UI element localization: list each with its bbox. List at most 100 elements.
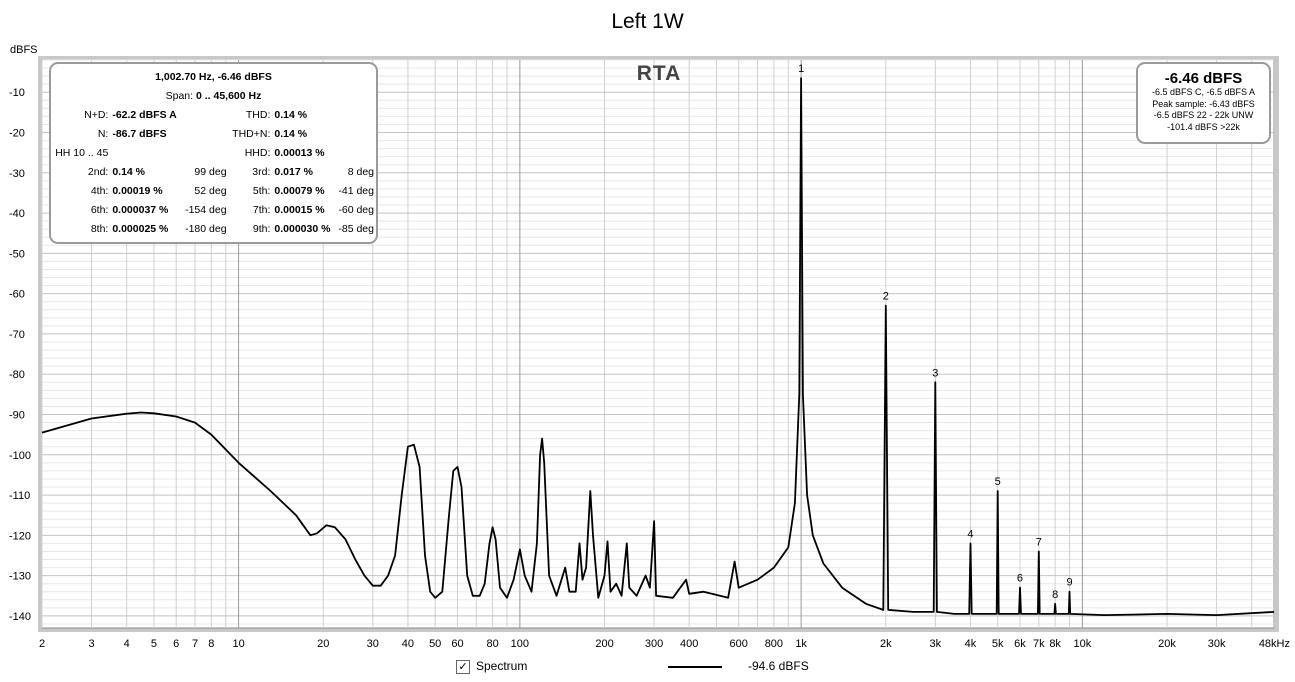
harmonic-label: 5th:	[252, 184, 271, 197]
harmonic-markers: 1 2 3 4 5 6 7 89	[798, 63, 1073, 601]
harmonic-marker-label: 7	[1036, 536, 1042, 548]
harmonic-value: 0.00013 %	[274, 146, 325, 159]
harmonics-info-box: 1,002.70 Hz, -6.46 dBFS Span: 0 .. 45,60…	[49, 62, 378, 244]
harmonics-header: 1,002.70 Hz, -6.46 dBFS	[155, 70, 272, 83]
harmonic-label: 2nd:	[87, 165, 109, 178]
y-tick-label: -140	[9, 611, 31, 623]
major-grid	[42, 60, 1274, 628]
x-tick-label: 48kHz	[1259, 638, 1290, 650]
x-tick-label: 20k	[1158, 638, 1176, 650]
legend-value: -94.6 dBFS	[748, 659, 809, 673]
x-tick-label: 30	[367, 638, 379, 650]
harmonic-phase: 8 deg	[347, 165, 374, 178]
x-tick-label: 80	[486, 638, 498, 650]
harmonic-marker-label: 9	[1066, 577, 1072, 589]
legend-line-swatch	[668, 666, 722, 668]
harmonic-value: 0.000037 %	[112, 203, 169, 216]
harmonic-label: 7th:	[252, 203, 271, 216]
harmonic-marker-label: 3	[932, 367, 938, 379]
harmonics-table: 1,002.70 Hz, -6.46 dBFS Span: 0 .. 45,60…	[51, 67, 376, 238]
y-tick-labels: -10 -20 -30 -40 -50 -60 -70 -80 -90 -100 -110 -120 -…	[9, 87, 31, 623]
harmonic-value: 0.00019 %	[112, 184, 163, 197]
harmonic-value: 0.000025 %	[112, 222, 169, 235]
y-tick-label: -110	[9, 490, 30, 502]
harmonic-phase: 99 deg	[194, 165, 227, 178]
harmonic-value: 0.14 %	[274, 108, 308, 121]
y-tick-label: -100	[9, 450, 31, 462]
x-tick-label: 20	[317, 638, 329, 650]
harmonics-row: 6th: 0.000037 % -154 deg 7th: 0.00015 % -60 d…	[51, 200, 376, 219]
harmonic-label: 8th:	[90, 222, 109, 235]
harmonic-value: 0.14 %	[274, 127, 308, 140]
spectrum-series-line	[41, 77, 1275, 616]
span-label: Span:	[165, 89, 196, 102]
x-tick-label: 8k	[1049, 638, 1061, 650]
x-tick-label: 300	[645, 638, 663, 650]
x-tick-label: 1k	[795, 638, 807, 650]
level-main-value: -6.46 dBFS	[1164, 70, 1243, 87]
harmonic-value: 0.00079 %	[274, 184, 325, 197]
harmonics-row: 4th: 0.00019 % 52 deg 5th: 0.00079 % -41 deg	[51, 181, 376, 200]
y-tick-label: -120	[9, 530, 31, 542]
y-tick-label: -50	[9, 248, 25, 260]
harmonic-value: 0.14 %	[112, 165, 146, 178]
harmonic-marker-label: 4	[967, 528, 973, 540]
y-tick-label: -40	[9, 208, 25, 220]
level-line: -6.5 dBFS 22 - 22k UNW	[1153, 110, 1254, 120]
x-tick-label: 400	[680, 638, 698, 650]
x-tick-label: 40	[402, 638, 414, 650]
x-tick-label: 10	[232, 638, 244, 650]
harmonic-value: 0.000030 %	[274, 222, 331, 235]
x-tick-label: 6k	[1014, 638, 1026, 650]
harmonic-phase: -154 deg	[185, 203, 227, 216]
y-tick-label: -70	[9, 329, 25, 341]
harmonic-label: HH 10 .. 45	[55, 146, 109, 159]
harmonic-marker-label: 8	[1052, 589, 1058, 601]
legend-label: Spectrum	[476, 659, 528, 673]
x-tick-label: 2	[39, 638, 45, 650]
x-tick-label: 600	[730, 638, 748, 650]
harmonic-value: 0.00015 %	[274, 203, 325, 216]
harmonic-value: -62.2 dBFS A	[112, 108, 177, 121]
x-tick-label: 6	[173, 638, 179, 650]
plot-frame-outer	[38, 56, 1279, 632]
y-tick-label: -20	[9, 128, 25, 140]
level-info-box: -6.46 dBFS -6.5 dBFS C, -6.5 dBFS A Peak…	[1136, 62, 1271, 144]
level-line: -101.4 dBFS >22k	[1167, 121, 1240, 132]
harmonic-marker-label: 2	[883, 291, 889, 303]
x-tick-label: 3	[88, 638, 94, 650]
rta-panel-label: RTA	[636, 62, 682, 85]
y-tick-label: -30	[9, 168, 25, 180]
y-tick-label: -90	[9, 409, 25, 421]
harmonic-label: 3rd:	[252, 165, 271, 178]
x-tick-label: 3k	[930, 638, 942, 650]
x-tick-label: 5k	[992, 638, 1004, 650]
harmonic-label: N+D:	[84, 108, 109, 121]
y-tick-label: -60	[9, 289, 25, 301]
x-tick-label: 30k	[1208, 638, 1226, 650]
spectrum-checkbox[interactable]: ✓	[456, 660, 470, 674]
harmonics-row: 2nd: 0.14 % 99 deg 3rd: 0.017 % 8 deg	[51, 162, 376, 181]
x-tick-label: 10k	[1074, 638, 1092, 650]
harmonics-row: 8th: 0.000025 % -180 deg 9th: 0.000030 % -85 …	[51, 219, 376, 238]
harmonic-label: THD+N:	[232, 127, 271, 140]
x-tick-label: 2k	[880, 638, 892, 650]
harmonic-phase: -60 deg	[338, 203, 374, 216]
x-tick-label: 7k	[1033, 638, 1045, 650]
y-tick-label: -80	[9, 369, 25, 381]
harmonics-row: N+D: -62.2 dBFS A THD: 0.14 %	[51, 105, 376, 124]
x-tick-label: 7	[192, 638, 198, 650]
harmonic-label: THD:	[245, 108, 271, 121]
x-tick-label: 50	[429, 638, 441, 650]
harmonics-row: HH 10 .. 45 HHD: 0.00013 %	[51, 143, 376, 162]
harmonic-marker-label: 1	[798, 63, 804, 75]
x-tick-label: 200	[595, 638, 613, 650]
harmonic-marker-label: 6	[1017, 573, 1023, 585]
harmonic-marker-label: 5	[995, 476, 1001, 488]
harmonic-phase: -180 deg	[185, 222, 227, 235]
x-tick-label: 4	[124, 638, 130, 650]
x-tick-labels: 2 3 4 5 6 7 8 10 20 30 40 50 60 80 100 200 300 400 600 800 1…	[39, 638, 1290, 650]
harmonic-phase: -41 deg	[338, 184, 374, 197]
harmonic-label: 9th:	[252, 222, 271, 235]
